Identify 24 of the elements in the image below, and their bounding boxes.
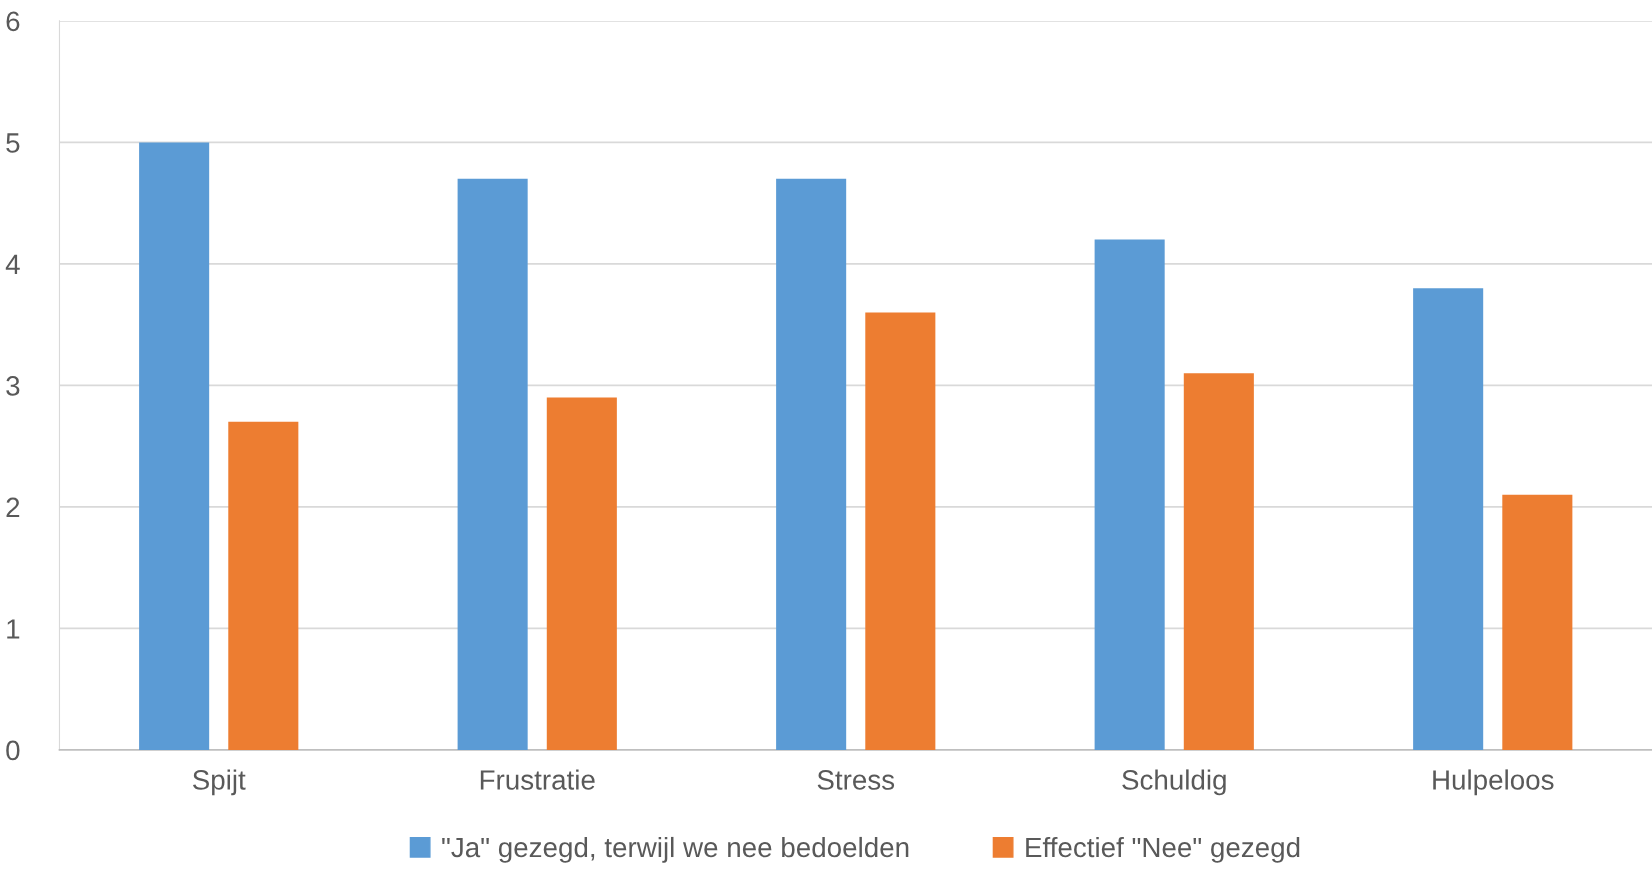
bar [139, 142, 210, 750]
y-tick-label: 3 [6, 376, 20, 396]
legend-label: "Ja" gezegd, terwijl we nee bedoelden [442, 836, 909, 863]
legend-label: Effectief "Nee" gezegd [1026, 836, 1300, 863]
bar [457, 178, 528, 750]
bar [228, 421, 299, 750]
bar [1413, 288, 1484, 750]
y-tick-label: 0 [6, 740, 20, 761]
bar [1094, 239, 1165, 750]
y-tick-label: 6 [6, 11, 20, 32]
bar [865, 312, 936, 750]
x-tick-label: Frustratie [480, 769, 595, 790]
bar [546, 397, 617, 750]
x-tick-label: Hulpeloos [1433, 769, 1554, 796]
bar [776, 178, 847, 750]
y-tick-label: 4 [5, 254, 20, 274]
bar [1502, 494, 1573, 750]
x-tick-label: Spijt [192, 769, 246, 796]
bar [1183, 373, 1254, 750]
x-tick-label: Schuldig [1122, 769, 1226, 796]
x-tick-label: Stress [817, 770, 895, 790]
y-tick-label: 1 [7, 619, 20, 639]
y-tick-label: 2 [6, 497, 20, 517]
y-tick-label: 5 [6, 133, 20, 153]
